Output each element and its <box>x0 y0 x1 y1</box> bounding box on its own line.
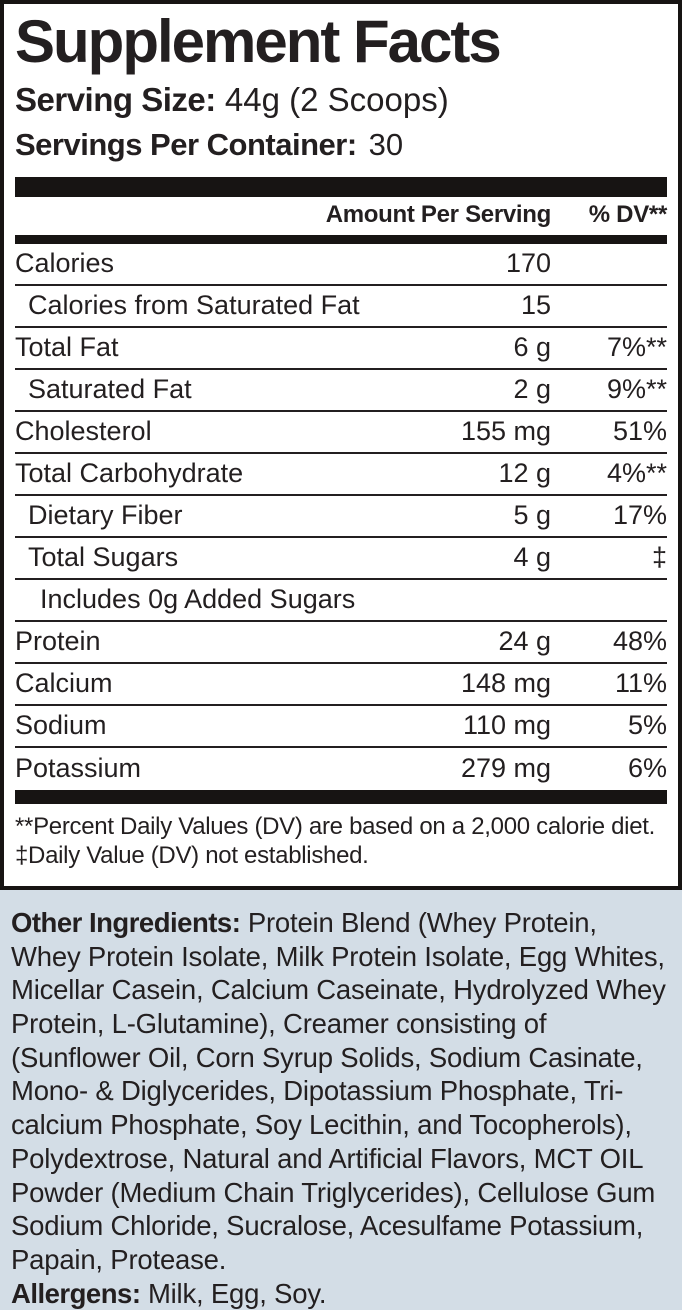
row-amount: 4 g <box>513 542 551 573</box>
row-dv: 11% <box>614 668 667 699</box>
row-dv: 48% <box>612 626 667 657</box>
row-name: Total Fat <box>15 332 119 363</box>
row-name: Includes 0g Added Sugars <box>40 584 356 615</box>
table-row: Protein 24 g 48% <box>15 622 667 664</box>
row-name: Protein <box>15 626 101 657</box>
column-header-divider-bar <box>15 234 667 244</box>
row-name: Calcium <box>15 668 113 699</box>
row-dv: 5% <box>627 710 667 741</box>
allergens-text: Milk, Egg, Soy. <box>147 1277 327 1309</box>
table-row: Includes 0g Added Sugars <box>15 580 667 622</box>
table-row: Calcium 148 mg 11% <box>15 664 667 706</box>
supplement-facts-panel: Supplement Facts Serving Size: 44g (2 Sc… <box>0 0 682 890</box>
row-amount: 5 g <box>513 500 551 531</box>
panel-title: Supplement Facts <box>15 8 502 75</box>
row-dv: 7%** <box>606 332 667 363</box>
allergens-label: Allergens: <box>11 1277 141 1309</box>
percent-dv-header: % DV** <box>588 200 668 228</box>
row-dv: 9%** <box>606 374 667 405</box>
table-row: Potassium 279 mg 6% <box>15 748 667 790</box>
row-name: Calories from Saturated Fat <box>28 290 360 321</box>
servings-per-container-value: 30 <box>368 127 404 163</box>
other-ingredients-paragraph: Other Ingredients: Protein Blend (Whey P… <box>11 906 671 1277</box>
servings-per-container-label: Servings Per Container: <box>15 127 357 163</box>
serving-size-label: Serving Size: <box>15 80 216 118</box>
row-amount: 2 g <box>513 374 551 405</box>
row-amount: 170 <box>505 248 551 279</box>
row-dv: 51% <box>612 416 667 447</box>
row-dv: 17% <box>612 500 667 531</box>
table-row: Total Fat 6 g 7%** <box>15 328 667 370</box>
row-name: Total Carbohydrate <box>15 458 244 489</box>
amount-per-serving-header: Amount Per Serving <box>325 200 552 228</box>
serving-size-line: Serving Size: 44g (2 Scoops) <box>15 79 667 120</box>
row-name: Sodium <box>15 710 107 741</box>
row-amount: 110 mg <box>462 710 551 741</box>
table-row: Cholesterol 155 mg 51% <box>15 412 667 454</box>
facts-table-body: Calories 170 Calories from Saturated Fat… <box>15 244 667 790</box>
row-name: Cholesterol <box>15 416 152 447</box>
row-amount: 24 g <box>498 626 551 657</box>
row-amount: 148 mg <box>460 668 551 699</box>
row-dv: 6% <box>627 753 667 784</box>
row-amount: 155 mg <box>460 416 551 447</box>
row-amount: 279 mg <box>460 753 551 784</box>
row-dv: ‡ <box>651 542 667 573</box>
row-name: Total Sugars <box>28 542 179 573</box>
row-name: Saturated Fat <box>28 374 192 405</box>
row-name: Dietary Fiber <box>28 500 183 531</box>
row-amount: 15 <box>520 290 551 321</box>
table-row: Total Sugars 4 g ‡ <box>15 538 667 580</box>
servings-per-container-line: Servings Per Container: 30 <box>15 126 667 165</box>
row-amount: 6 g <box>513 332 551 363</box>
footnote-divider-bar <box>15 789 667 804</box>
table-row: Calories 170 <box>15 244 667 286</box>
table-row: Total Carbohydrate 12 g 4%** <box>15 454 667 496</box>
other-ingredients-text: Protein Blend (Whey Protein, Whey Protei… <box>11 907 666 1275</box>
table-header-row: Amount Per Serving % DV** <box>15 197 668 235</box>
row-dv: 4%** <box>606 458 667 489</box>
other-ingredients-section: Other Ingredients: Protein Blend (Whey P… <box>0 906 682 1310</box>
table-row: Saturated Fat 2 g 9%** <box>15 370 667 412</box>
table-row: Sodium 110 mg 5% <box>15 706 667 748</box>
table-row: Calories from Saturated Fat 15 <box>15 286 667 328</box>
serving-size-value: 44g (2 Scoops) <box>224 80 449 118</box>
other-ingredients-label: Other Ingredients: <box>11 907 241 938</box>
row-amount: 12 g <box>498 458 551 489</box>
row-name: Potassium <box>15 753 142 784</box>
header-divider-bar <box>15 176 667 197</box>
footnotes: **Percent Daily Values (DV) are based on… <box>15 812 667 871</box>
footnote-percent-dv: **Percent Daily Values (DV) are based on… <box>15 812 655 840</box>
allergens-line: Allergens: Milk, Egg, Soy. <box>11 1277 671 1310</box>
table-row: Dietary Fiber 5 g 17% <box>15 496 667 538</box>
row-name: Calories <box>15 248 115 279</box>
footnote-daily-value: ‡Daily Value (DV) not established. <box>15 842 369 870</box>
